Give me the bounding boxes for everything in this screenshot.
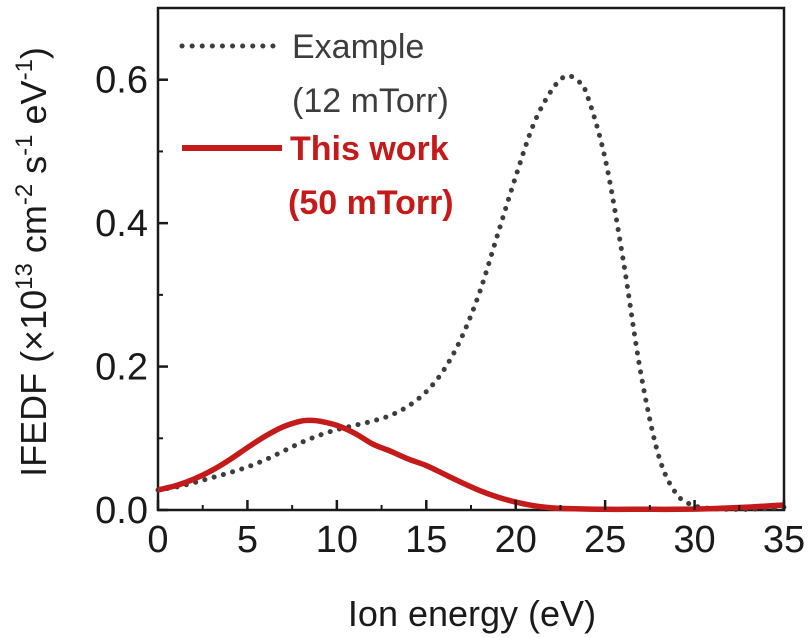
y-axis-title: IFEDF (×1013 cm-2 s-1 eV-1): [11, 47, 54, 477]
legend: Example (12 mTorr) This work (50 mTorr): [179, 28, 454, 222]
x-tick-label: 20: [495, 519, 537, 561]
y-tick-label: 0.2: [95, 347, 148, 389]
x-axis-title: Ion energy (eV): [348, 593, 596, 634]
y-tick-label: 0.4: [95, 203, 148, 245]
ticks-layer: 0 5 10 15 20 25 30 35 0.0 0.2 0.4 0.6: [95, 60, 805, 561]
x-tick-label: 0: [147, 519, 168, 561]
legend-label-this-work-line2: (50 mTorr): [288, 184, 454, 222]
x-tick-label: 10: [316, 519, 358, 561]
series-layer: [155, 73, 787, 513]
x-tick-label: 25: [584, 519, 626, 561]
legend-label-example-line1: Example: [292, 28, 424, 66]
y-tick-label: 0.0: [95, 490, 148, 532]
series-example-line: [155, 73, 787, 512]
legend-label-this-work-line1: This work: [290, 130, 449, 168]
x-tick-label: 5: [237, 519, 258, 561]
x-tick-label: 35: [763, 519, 805, 561]
y-tick-label: 0.6: [95, 60, 148, 102]
legend-label-example-line2: (12 mTorr): [292, 82, 449, 120]
x-tick-label: 30: [673, 519, 715, 561]
x-tick-label: 15: [405, 519, 447, 561]
plot-frame: [156, 6, 786, 512]
